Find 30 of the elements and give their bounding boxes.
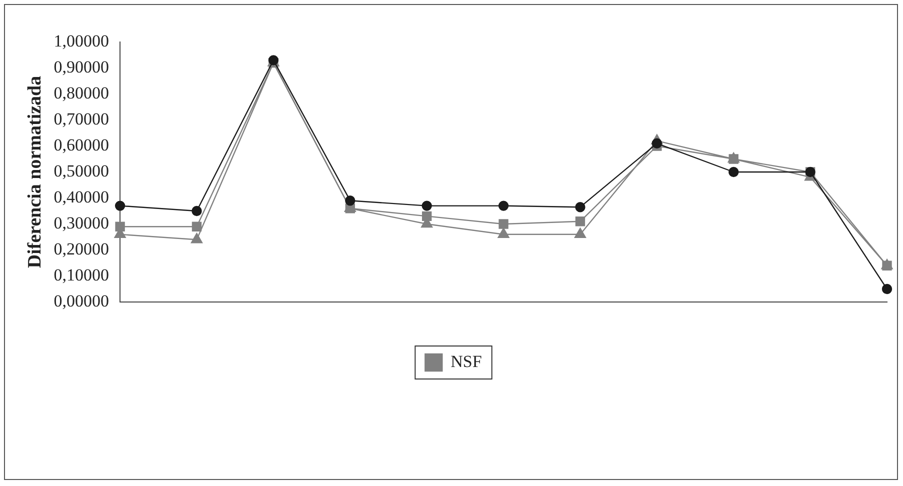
point — [192, 206, 202, 216]
point — [882, 284, 892, 294]
y-tick-label: 0,80000 — [54, 83, 110, 102]
point — [498, 219, 508, 229]
y-tick-label: 0,00000 — [54, 291, 110, 310]
point — [114, 200, 126, 211]
point — [190, 233, 203, 244]
y-axis-title: Diferencia normatizada — [24, 75, 46, 268]
point — [728, 166, 739, 178]
y-tick-label: 0,10000 — [54, 265, 110, 284]
point — [575, 216, 586, 226]
y-tick-label: 0,20000 — [54, 239, 110, 258]
y-tick-label: 0,60000 — [54, 135, 110, 154]
y-tick-label: 0,70000 — [54, 109, 110, 128]
y-tick-label: 0,50000 — [54, 161, 110, 180]
point — [498, 228, 510, 238]
point — [422, 211, 432, 222]
point — [574, 228, 586, 238]
y-tick-label: 0,40000 — [54, 187, 110, 206]
y-tick-label: 0,30000 — [54, 213, 110, 232]
point — [422, 200, 432, 211]
point — [498, 200, 509, 211]
point — [345, 196, 356, 206]
legend-label: NSF — [450, 352, 482, 371]
point — [115, 222, 125, 232]
y-tick-label: 0,90000 — [54, 57, 110, 76]
point — [192, 222, 202, 232]
point — [575, 202, 586, 212]
y-tick-label: 1,00000 — [54, 31, 110, 50]
point — [652, 138, 662, 148]
